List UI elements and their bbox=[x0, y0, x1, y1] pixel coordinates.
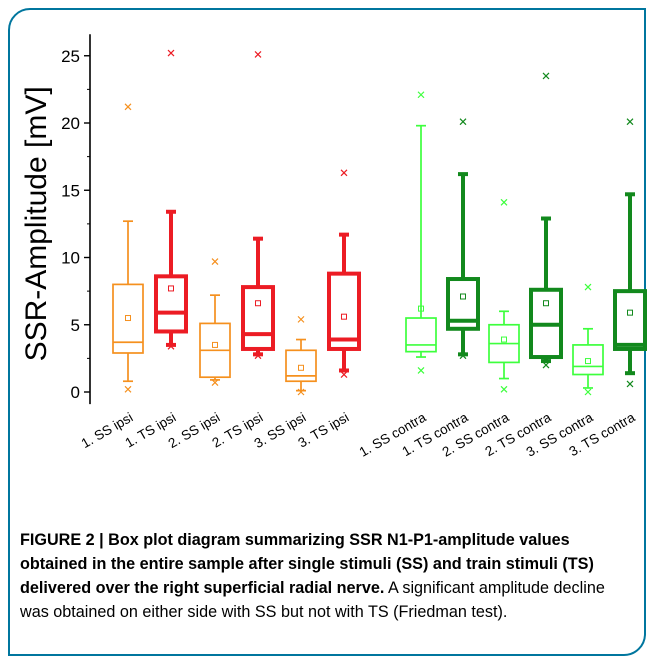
y-axis-label: SSR-Amplitude [mV] bbox=[20, 86, 53, 361]
y-tick-label: 0 bbox=[71, 383, 80, 402]
max-marker bbox=[626, 118, 634, 126]
max-marker bbox=[254, 50, 262, 58]
min-marker bbox=[459, 352, 467, 360]
min-marker bbox=[254, 352, 262, 360]
max-marker bbox=[167, 49, 175, 57]
y-tick-label: 10 bbox=[61, 249, 80, 268]
min-marker bbox=[626, 380, 634, 388]
mean-marker bbox=[125, 315, 131, 322]
mean-marker bbox=[168, 285, 174, 292]
max-marker bbox=[584, 283, 592, 291]
min-marker bbox=[124, 385, 132, 393]
max-marker bbox=[340, 169, 348, 177]
max-marker bbox=[124, 103, 132, 111]
y-tick-label: 5 bbox=[71, 316, 80, 335]
box-iqr bbox=[112, 283, 144, 354]
mean-marker bbox=[418, 305, 424, 312]
min-marker bbox=[211, 379, 219, 387]
y-tick-label: 25 bbox=[61, 47, 80, 66]
min-marker bbox=[167, 342, 175, 350]
mean-marker bbox=[341, 313, 347, 320]
mean-marker bbox=[298, 364, 304, 371]
min-marker bbox=[417, 367, 425, 374]
box-iqr bbox=[446, 277, 480, 331]
min-marker bbox=[500, 385, 508, 393]
y-tick-label: 20 bbox=[61, 114, 80, 133]
max-marker bbox=[297, 315, 305, 323]
caption-bold-text: FIGURE 2 | Box plot diagram summarizing … bbox=[20, 531, 594, 597]
y-tick-label: 15 bbox=[61, 181, 80, 200]
max-marker bbox=[417, 91, 425, 99]
box-iqr bbox=[154, 274, 188, 334]
mean-marker bbox=[627, 309, 633, 316]
max-marker bbox=[500, 198, 508, 206]
box-iqr bbox=[241, 285, 275, 351]
box-iqr bbox=[405, 317, 437, 353]
min-marker bbox=[584, 388, 592, 396]
mean-marker bbox=[501, 336, 507, 343]
max-marker bbox=[459, 118, 467, 126]
box-iqr bbox=[285, 349, 317, 383]
mean-marker bbox=[212, 341, 218, 348]
box-iqr bbox=[327, 271, 361, 351]
min-marker bbox=[542, 361, 550, 369]
figure-caption: FIGURE 2 | Box plot diagram summarizing … bbox=[20, 528, 630, 624]
min-marker bbox=[340, 371, 348, 378]
max-marker bbox=[542, 72, 550, 80]
mean-marker bbox=[460, 293, 466, 300]
mean-marker bbox=[585, 358, 591, 365]
caption-normal-text: A significant amplitude decline was obta… bbox=[20, 579, 605, 621]
max-marker bbox=[211, 258, 219, 265]
box-iqr bbox=[572, 344, 604, 376]
min-marker bbox=[297, 388, 305, 396]
box-iqr bbox=[613, 289, 647, 351]
mean-marker bbox=[255, 300, 261, 307]
mean-marker bbox=[543, 300, 549, 307]
